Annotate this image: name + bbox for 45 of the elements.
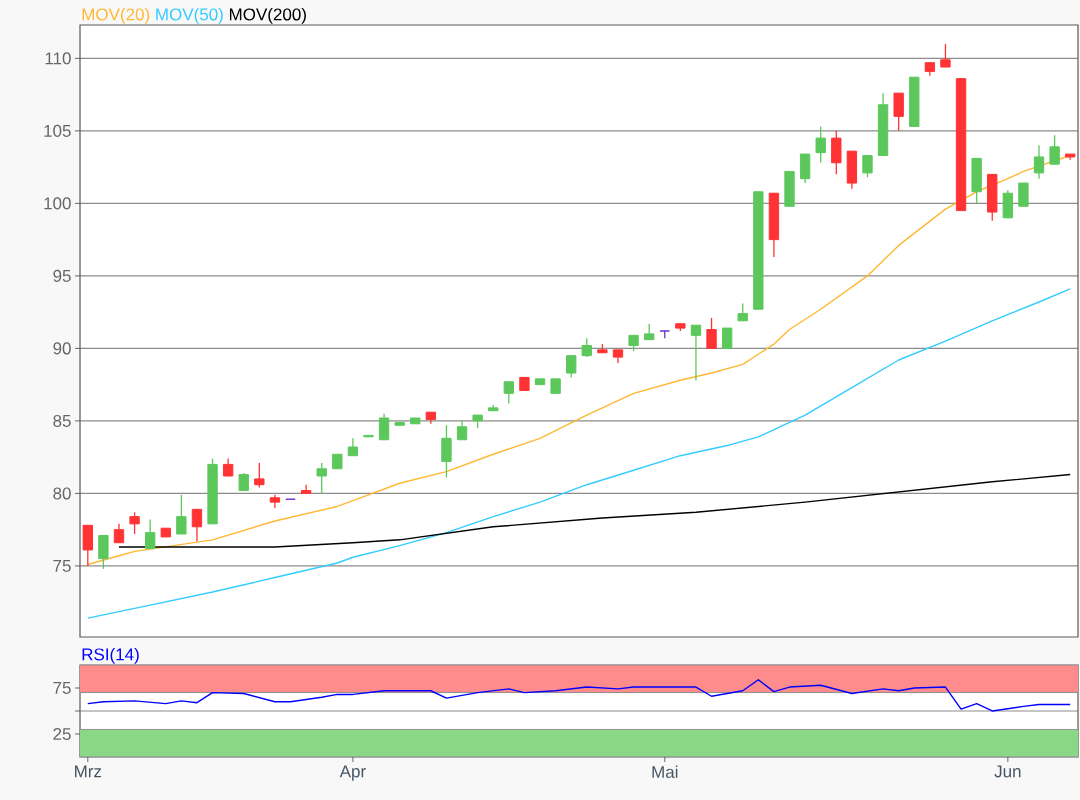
candlestick [1033,144,1045,180]
candlestick [191,508,203,542]
candlestick [566,354,577,379]
text: MOV(50) [156,7,223,24]
candlestick [300,484,312,495]
candlestick [129,511,140,535]
candlestick [456,420,468,441]
candlestick [706,317,717,350]
x-tick-label: Jun [994,765,1021,778]
candlestick [503,381,515,405]
y-tick-label: 105 [44,124,71,137]
x-tick-label: Apr [339,765,366,781]
candlestick [176,494,187,535]
line-series [87,679,1071,712]
y-tick-label: 110 [45,52,71,65]
candlestick [815,125,826,164]
text: MOV(20) [82,7,150,24]
candlestick [862,154,873,178]
candlestick [1018,182,1029,207]
x-tick-label: Mai [652,765,678,779]
candlestick [441,424,452,479]
candlestick [940,43,951,68]
line-series [87,288,1071,619]
x-tick-label: Mrz [75,765,102,778]
y-tick-label: 25 [53,727,71,741]
candlestick [581,337,592,358]
y-tick-label: 100 [44,197,71,210]
candlestick [98,534,109,570]
candlestick [254,462,265,489]
candlestick [145,518,156,550]
candlestick [113,523,125,544]
y-tick-label: 75 [53,682,71,694]
y-tick-label: 75 [53,559,71,572]
y-tick-label: 95 [53,269,71,282]
y-tick-label: 80 [53,487,71,500]
text: RSI(14) [82,647,139,664]
text: MOV(200) [229,7,306,24]
y-tick-label: 90 [53,342,71,355]
candlestick [893,92,904,132]
candlestick [721,327,733,349]
y-tick-label: 85 [53,414,71,427]
candlestick [378,413,390,441]
candlestick [316,462,327,495]
candlestick [690,324,702,381]
candlestick [1049,134,1060,165]
